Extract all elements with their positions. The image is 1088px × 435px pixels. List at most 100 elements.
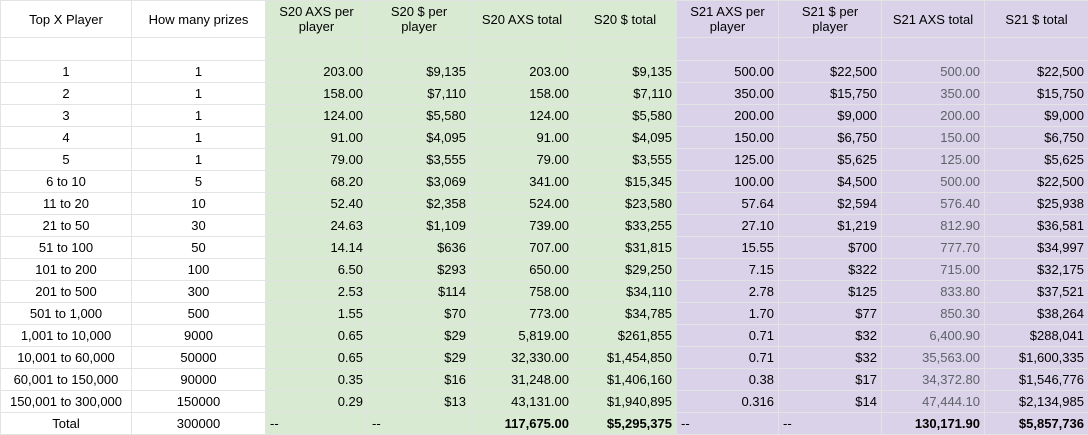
blank-cell[interactable] (985, 38, 1088, 61)
cell-s21-axs-total[interactable]: 6,400.90 (882, 325, 985, 347)
cell-s20-usd-total[interactable]: $4,095 (574, 127, 677, 149)
cell-top-x-player[interactable]: 201 to 500 (1, 281, 132, 303)
cell-s20-axs-per-player[interactable]: 0.65 (266, 325, 368, 347)
header-s21-axs-per-player[interactable]: S21 AXS per player (677, 1, 779, 38)
cell-s20-usd-per-player[interactable]: $1,109 (368, 215, 471, 237)
header-how-many-prizes[interactable]: How many prizes (132, 1, 266, 38)
total-s21-usd-per-player[interactable]: -- (779, 413, 882, 435)
header-s21-usd-per-player[interactable]: S21 $ per player (779, 1, 882, 38)
cell-s21-usd-total[interactable]: $32,175 (985, 259, 1088, 281)
cell-top-x-player[interactable]: 501 to 1,000 (1, 303, 132, 325)
blank-cell[interactable] (574, 38, 677, 61)
total-prizes[interactable]: 300000 (132, 413, 266, 435)
cell-s21-usd-per-player[interactable]: $77 (779, 303, 882, 325)
cell-s21-usd-total[interactable]: $22,500 (985, 171, 1088, 193)
cell-s20-usd-per-player[interactable]: $4,095 (368, 127, 471, 149)
cell-how-many-prizes[interactable]: 1 (132, 105, 266, 127)
cell-how-many-prizes[interactable]: 1 (132, 149, 266, 171)
cell-top-x-player[interactable]: 11 to 20 (1, 193, 132, 215)
cell-s21-usd-per-player[interactable]: $6,750 (779, 127, 882, 149)
total-label[interactable]: Total (1, 413, 132, 435)
cell-s20-axs-per-player[interactable]: 0.35 (266, 369, 368, 391)
cell-s20-axs-per-player[interactable]: 158.00 (266, 83, 368, 105)
cell-s20-usd-per-player[interactable]: $70 (368, 303, 471, 325)
cell-s20-axs-total[interactable]: 650.00 (471, 259, 574, 281)
cell-s20-axs-per-player[interactable]: 91.00 (266, 127, 368, 149)
blank-cell[interactable] (677, 38, 779, 61)
cell-s21-usd-per-player[interactable]: $322 (779, 259, 882, 281)
cell-s21-axs-per-player[interactable]: 0.71 (677, 347, 779, 369)
cell-s21-usd-per-player[interactable]: $2,594 (779, 193, 882, 215)
cell-s20-usd-total[interactable]: $9,135 (574, 61, 677, 83)
cell-s20-axs-total[interactable]: 773.00 (471, 303, 574, 325)
cell-how-many-prizes[interactable]: 500 (132, 303, 266, 325)
cell-s20-axs-per-player[interactable]: 1.55 (266, 303, 368, 325)
cell-s21-usd-total[interactable]: $5,625 (985, 149, 1088, 171)
blank-cell[interactable] (132, 38, 266, 61)
header-s21-usd-total[interactable]: S21 $ total (985, 1, 1088, 38)
cell-top-x-player[interactable]: 1 (1, 61, 132, 83)
cell-s20-usd-per-player[interactable]: $2,358 (368, 193, 471, 215)
cell-top-x-player[interactable]: 21 to 50 (1, 215, 132, 237)
blank-cell[interactable] (1, 38, 132, 61)
cell-s21-axs-per-player[interactable]: 125.00 (677, 149, 779, 171)
cell-s20-axs-per-player[interactable]: 0.29 (266, 391, 368, 413)
cell-s20-usd-total[interactable]: $5,580 (574, 105, 677, 127)
cell-s20-usd-per-player[interactable]: $29 (368, 325, 471, 347)
cell-s20-usd-per-player[interactable]: $29 (368, 347, 471, 369)
cell-top-x-player[interactable]: 1,001 to 10,000 (1, 325, 132, 347)
cell-s20-axs-total[interactable]: 203.00 (471, 61, 574, 83)
cell-s21-axs-total[interactable]: 715.00 (882, 259, 985, 281)
cell-s21-axs-total[interactable]: 47,444.10 (882, 391, 985, 413)
cell-s20-axs-total[interactable]: 341.00 (471, 171, 574, 193)
total-s20-usd-total[interactable]: $5,295,375 (574, 413, 677, 435)
cell-s21-axs-per-player[interactable]: 350.00 (677, 83, 779, 105)
cell-how-many-prizes[interactable]: 50000 (132, 347, 266, 369)
cell-s20-axs-per-player[interactable]: 2.53 (266, 281, 368, 303)
cell-s20-axs-total[interactable]: 524.00 (471, 193, 574, 215)
total-s20-axs-per-player[interactable]: -- (266, 413, 368, 435)
cell-s20-axs-total[interactable]: 43,131.00 (471, 391, 574, 413)
cell-top-x-player[interactable]: 150,001 to 300,000 (1, 391, 132, 413)
cell-how-many-prizes[interactable]: 100 (132, 259, 266, 281)
cell-s20-usd-per-player[interactable]: $5,580 (368, 105, 471, 127)
cell-s21-usd-total[interactable]: $9,000 (985, 105, 1088, 127)
cell-s20-usd-per-player[interactable]: $293 (368, 259, 471, 281)
cell-s21-axs-per-player[interactable]: 500.00 (677, 61, 779, 83)
cell-s20-axs-total[interactable]: 5,819.00 (471, 325, 574, 347)
header-s20-usd-total[interactable]: S20 $ total (574, 1, 677, 38)
cell-s21-usd-per-player[interactable]: $32 (779, 347, 882, 369)
cell-s20-axs-total[interactable]: 739.00 (471, 215, 574, 237)
cell-s20-usd-per-player[interactable]: $7,110 (368, 83, 471, 105)
cell-s21-usd-total[interactable]: $22,500 (985, 61, 1088, 83)
cell-s20-usd-per-player[interactable]: $9,135 (368, 61, 471, 83)
cell-s20-axs-per-player[interactable]: 24.63 (266, 215, 368, 237)
cell-s20-axs-total[interactable]: 758.00 (471, 281, 574, 303)
cell-s20-usd-total[interactable]: $34,785 (574, 303, 677, 325)
cell-s20-usd-total[interactable]: $31,815 (574, 237, 677, 259)
cell-s21-usd-per-player[interactable]: $1,219 (779, 215, 882, 237)
cell-how-many-prizes[interactable]: 5 (132, 171, 266, 193)
cell-s21-usd-per-player[interactable]: $5,625 (779, 149, 882, 171)
cell-s20-axs-per-player[interactable]: 14.14 (266, 237, 368, 259)
cell-s21-usd-per-player[interactable]: $15,750 (779, 83, 882, 105)
total-s20-usd-per-player[interactable]: -- (368, 413, 471, 435)
cell-s20-axs-total[interactable]: 124.00 (471, 105, 574, 127)
cell-s21-axs-total[interactable]: 812.90 (882, 215, 985, 237)
cell-s21-usd-per-player[interactable]: $14 (779, 391, 882, 413)
cell-s21-usd-per-player[interactable]: $4,500 (779, 171, 882, 193)
cell-s20-axs-per-player[interactable]: 124.00 (266, 105, 368, 127)
cell-s21-axs-total[interactable]: 833.80 (882, 281, 985, 303)
cell-top-x-player[interactable]: 4 (1, 127, 132, 149)
cell-s20-axs-total[interactable]: 32,330.00 (471, 347, 574, 369)
cell-s21-usd-per-player[interactable]: $125 (779, 281, 882, 303)
cell-s21-usd-per-player[interactable]: $9,000 (779, 105, 882, 127)
cell-s20-axs-total[interactable]: 91.00 (471, 127, 574, 149)
cell-how-many-prizes[interactable]: 50 (132, 237, 266, 259)
cell-s21-axs-per-player[interactable]: 150.00 (677, 127, 779, 149)
cell-top-x-player[interactable]: 60,001 to 150,000 (1, 369, 132, 391)
cell-s21-axs-per-player[interactable]: 0.38 (677, 369, 779, 391)
cell-how-many-prizes[interactable]: 9000 (132, 325, 266, 347)
cell-top-x-player[interactable]: 5 (1, 149, 132, 171)
cell-s21-usd-total[interactable]: $2,134,985 (985, 391, 1088, 413)
